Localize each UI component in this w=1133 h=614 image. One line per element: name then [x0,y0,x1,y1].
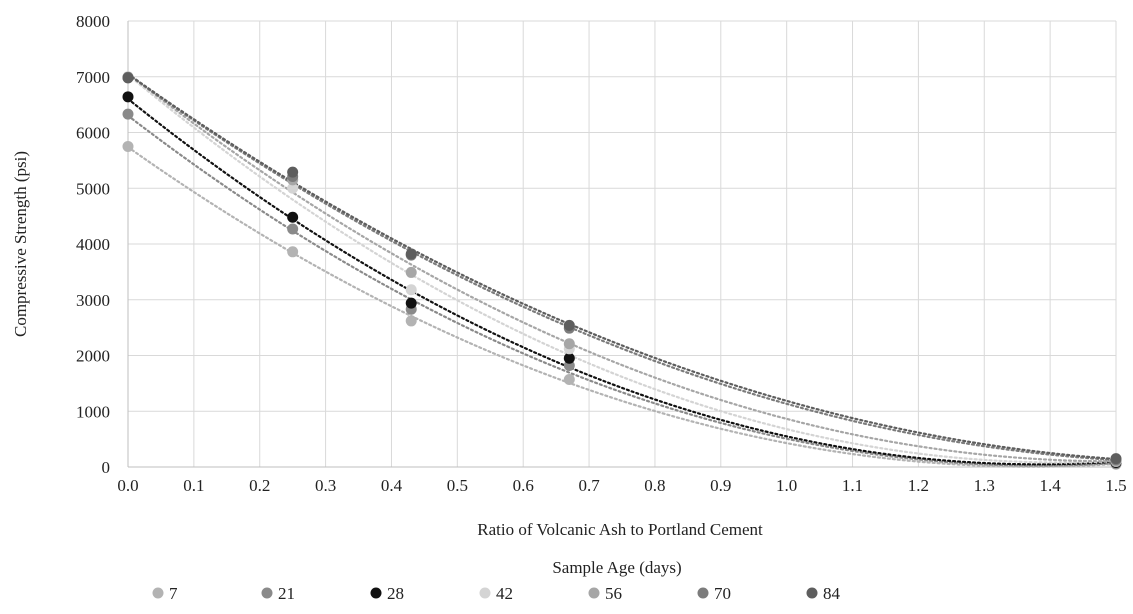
data-point-series-21 [287,223,299,235]
legend-label: 28 [387,584,404,603]
trendline-series-21 [126,114,1118,467]
y-tick-label: 6000 [76,124,110,143]
legend-marker [479,587,491,599]
legend-item-28: 28 [370,584,404,603]
legend-item-21: 21 [261,584,295,603]
x-tick-label: 0.5 [447,476,468,495]
y-tick-label: 7000 [76,68,110,87]
trendline-series-28 [126,97,1118,466]
legend-marker [806,587,818,599]
y-tick-label: 4000 [76,235,110,254]
legend-label: 42 [496,584,513,603]
data-point-series-84 [405,248,417,260]
data-point-series-7 [563,373,575,385]
legend-marker [152,587,164,599]
legend-item-7: 7 [152,584,178,603]
x-tick-label: 1.1 [842,476,863,495]
x-tick-label: 0.9 [710,476,731,495]
x-tick-label: 1.0 [776,476,797,495]
legend-marker [370,587,382,599]
trendline-series-42 [126,73,1118,464]
data-point-series-84 [563,319,575,331]
data-point-series-42 [405,284,417,296]
data-point-series-84 [287,166,299,178]
tick-labels: 0.0 0.1 0.2 0.3 0.4 0.5 0.6 0.7 0.8 0.9 1.0 1.1 1.2 1… [76,12,1127,495]
legend-marker [261,587,273,599]
trendline-series-56 [126,72,1118,463]
legend-item-42: 42 [479,584,513,603]
y-tick-label: 2000 [76,347,110,366]
data-point-series-56 [563,338,575,350]
data-point-series-84 [1110,453,1122,465]
data-point-series-7 [287,246,299,258]
data-point-series-56 [405,266,417,278]
x-tick-label: 0.7 [578,476,600,495]
legend-item-84: 84 [806,584,841,603]
trendline-series-7 [126,146,1118,468]
x-tick-label: 0.2 [249,476,270,495]
legend-label: 56 [605,584,622,603]
y-tick-label: 1000 [76,402,110,421]
y-tick-label: 0 [102,458,111,477]
data-point-series-7 [405,315,417,327]
x-tick-label: 0.6 [513,476,534,495]
legend: 7 21 28 42 56 70 84 [152,584,841,603]
x-tick-label: 0.3 [315,476,336,495]
x-tick-label: 1.5 [1105,476,1126,495]
x-tick-label: 0.1 [183,476,204,495]
legend-label: 70 [714,584,731,603]
y-axis-title: Compressive Strength (psi) [11,151,30,337]
legend-marker [588,587,600,599]
x-tick-label: 1.4 [1040,476,1062,495]
legend-label: 84 [823,584,841,603]
data-point-series-28 [405,297,417,309]
data-point-series-21 [122,108,134,120]
legend-label: 7 [169,584,178,603]
data-point-series-7 [122,140,134,152]
y-tick-label: 5000 [76,179,110,198]
data-point-series-28 [563,352,575,364]
legend-item-70: 70 [697,584,731,603]
grid [127,20,1117,468]
x-tick-label: 0.8 [644,476,665,495]
x-tick-label: 1.2 [908,476,929,495]
data-point-series-84 [122,72,134,84]
y-tick-label: 8000 [76,12,110,31]
data-point-series-28 [287,211,299,223]
legend-marker [697,587,709,599]
data-point-series-42 [287,182,299,194]
legend-label: 21 [278,584,295,603]
legend-title: Sample Age (days) [552,558,681,577]
data-points [122,71,1122,470]
x-tick-label: 1.3 [974,476,995,495]
x-tick-label: 0.0 [117,476,138,495]
x-tick-label: 0.4 [381,476,403,495]
y-tick-label: 3000 [76,291,110,310]
x-axis-title: Ratio of Volcanic Ash to Portland Cement [477,520,763,539]
legend-item-56: 56 [588,584,622,603]
data-point-series-28 [122,91,134,103]
